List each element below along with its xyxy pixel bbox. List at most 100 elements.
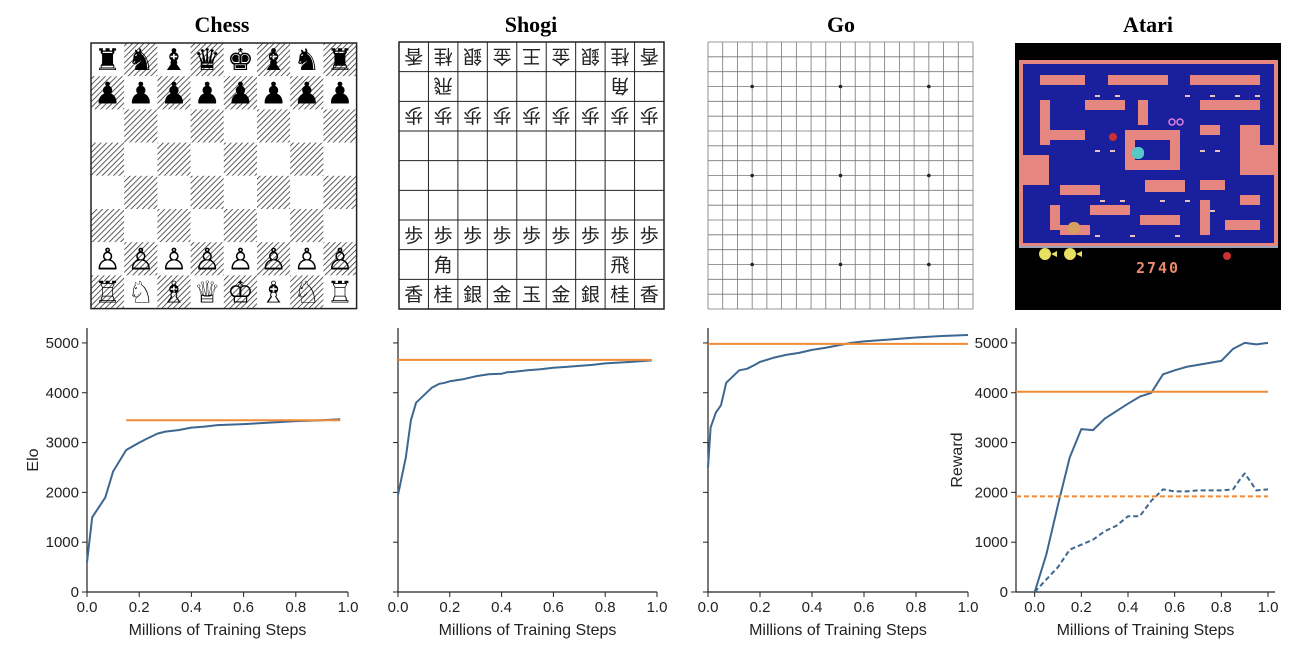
- atari-wall: [1019, 155, 1049, 185]
- atari-game-screen: 2740: [1015, 43, 1281, 310]
- x-tick-label: 1.0: [338, 599, 359, 616]
- chess-square: [91, 109, 125, 143]
- chess-square: [290, 175, 324, 209]
- chart-1: 0.0 0.2 0.4 0.6 0.8 1.0 Millions of Training S…: [388, 328, 667, 639]
- shogi-piece-sente: 銀: [581, 284, 600, 306]
- shogi-pawn-sente: 歩: [434, 225, 453, 247]
- atari-wall: [1040, 100, 1050, 145]
- x-tick-label: 0.6: [233, 599, 254, 616]
- y-tick-label: 5000: [46, 335, 79, 352]
- atari-wall: [1060, 185, 1100, 195]
- atari-wall: [1090, 205, 1130, 215]
- shogi-bishop-sente: 角: [434, 255, 453, 277]
- chess-square: [124, 209, 158, 243]
- chess-square: [290, 109, 324, 143]
- y-tick-label: 5000: [975, 335, 1008, 352]
- chess-pawn-white: ♙: [227, 242, 254, 277]
- atari-pellet: [1215, 150, 1220, 152]
- atari-wall: [1085, 100, 1125, 110]
- shogi-pawn-sente: 歩: [581, 225, 600, 247]
- go-star-point: [927, 262, 931, 267]
- shogi-piece-gote: 金: [493, 45, 512, 67]
- atari-wall: [1050, 130, 1085, 140]
- x-axis-label: Millions of Training Steps: [439, 622, 617, 639]
- chess-square: [91, 175, 125, 209]
- chess-piece-black: ♝: [260, 43, 287, 78]
- shogi-rook-gote: 飛: [434, 75, 453, 97]
- shogi-piece-gote: 香: [640, 45, 659, 67]
- atari-pellet: [1175, 235, 1180, 237]
- chess-square: [257, 275, 291, 309]
- atari-cherry: [1109, 133, 1117, 141]
- x-axis-label: Millions of Training Steps: [749, 622, 927, 639]
- go-star-point: [927, 173, 931, 178]
- x-tick-label: 0.6: [1164, 599, 1185, 616]
- chess-pawn-black: ♟: [327, 76, 354, 111]
- atari-lives-icon: [1039, 248, 1057, 261]
- chess-square: [257, 109, 291, 143]
- panel-title-go: Go: [827, 12, 855, 37]
- chess-piece-white: ♖: [94, 276, 121, 311]
- atari-wall: [1170, 130, 1180, 170]
- chess-square: [190, 242, 224, 276]
- chess-pawn-black: ♟: [161, 76, 188, 111]
- atari-pellet: [1095, 150, 1100, 152]
- shogi-pawn-sente: 歩: [551, 225, 570, 247]
- shogi-pawn-gote: 歩: [493, 104, 512, 126]
- atari-wall: [1019, 60, 1278, 64]
- series-line-agent-solid: [707, 334, 969, 468]
- chess-square: [91, 43, 125, 77]
- chess-piece-black: ♝: [161, 43, 188, 78]
- x-tick-label: 0.4: [181, 599, 202, 616]
- shogi-board-border: [398, 41, 665, 310]
- chess-square: [190, 142, 224, 176]
- atari-wall: [1200, 100, 1260, 110]
- atari-ghost: [1132, 147, 1144, 159]
- chess-square: [91, 142, 125, 176]
- atari-pellet: [1130, 235, 1135, 237]
- chess-piece-white: ♘: [127, 276, 154, 311]
- shogi-piece-gote: 銀: [463, 45, 482, 67]
- chess-square: [257, 242, 291, 276]
- chess-square: [124, 242, 158, 276]
- shogi-bishop-gote: 角: [610, 75, 629, 97]
- shogi-piece-gote: 王: [522, 45, 541, 67]
- chess-square: [323, 109, 357, 143]
- shogi-piece-gote: 銀: [581, 45, 600, 67]
- chess-board-border: [90, 42, 358, 310]
- y-axis-label: Elo: [25, 448, 42, 471]
- panel-title-shogi: Shogi: [505, 12, 558, 37]
- chess-square: [290, 209, 324, 243]
- atari-wall: [1200, 180, 1225, 190]
- chess-square: [190, 275, 224, 309]
- x-tick-label: 0.0: [1024, 599, 1045, 616]
- y-tick-label: 2000: [46, 484, 79, 501]
- chess-square: [124, 76, 158, 110]
- chess-square: [323, 43, 357, 77]
- go-star-point: [838, 84, 843, 89]
- y-tick-label: 3000: [975, 435, 1008, 452]
- shogi-pawn-gote: 歩: [434, 104, 453, 126]
- atari-wall: [1125, 160, 1180, 170]
- atari-wall: [1225, 220, 1260, 230]
- shogi-pawn-sente: 歩: [463, 225, 482, 247]
- chess-pawn-white: ♙: [260, 242, 287, 277]
- y-tick-label: 2000: [975, 484, 1008, 501]
- x-axis-label: Millions of Training Steps: [129, 622, 307, 639]
- chart-0: 0.0 0.2 0.4 0.6 0.8 1.0 0 1000 2000 3000 4000 5000 M…: [25, 328, 358, 639]
- chess-piece-white: ♖: [327, 276, 354, 311]
- shogi-pawn-sente: 歩: [640, 225, 659, 247]
- atari-pellet: [1185, 200, 1190, 202]
- y-tick-label: 0: [1000, 584, 1008, 601]
- chess-square: [157, 242, 191, 276]
- chess-piece-white: ♗: [260, 276, 287, 311]
- chess-pawn-white: ♙: [161, 242, 188, 277]
- atari-wall: [1145, 180, 1185, 192]
- x-tick-label: 0.4: [1118, 599, 1139, 616]
- chess-square: [157, 142, 191, 176]
- chess-piece-black: ♞: [127, 43, 154, 78]
- x-tick-label: 0.0: [388, 599, 409, 616]
- atari-pellet: [1185, 95, 1190, 97]
- atari-wall: [1019, 243, 1278, 247]
